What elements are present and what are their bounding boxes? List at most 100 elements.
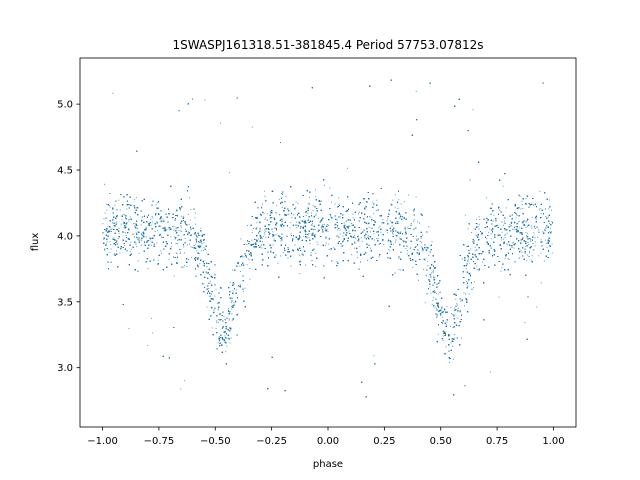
data-point	[259, 222, 261, 224]
data-point	[306, 237, 308, 239]
data-point	[337, 229, 339, 231]
data-point	[501, 267, 503, 269]
data-point	[268, 234, 270, 236]
data-point	[381, 222, 383, 224]
data-point	[269, 217, 271, 219]
data-point	[291, 216, 293, 218]
data-point	[364, 208, 366, 210]
data-point	[413, 219, 415, 221]
data-point	[147, 344, 149, 346]
data-point	[441, 316, 443, 318]
data-point	[106, 209, 108, 211]
data-point	[341, 243, 343, 245]
data-point	[246, 264, 248, 266]
data-point	[537, 236, 539, 238]
data-point	[115, 221, 117, 223]
data-point	[190, 246, 192, 248]
data-point	[525, 246, 527, 247]
data-point	[370, 217, 372, 219]
data-point	[196, 250, 198, 252]
data-point	[551, 221, 553, 223]
data-point	[368, 244, 370, 246]
data-point	[450, 358, 451, 359]
data-point	[257, 240, 258, 242]
data-point	[465, 268, 467, 270]
data-point	[449, 334, 451, 336]
data-point	[280, 193, 282, 194]
data-point	[453, 337, 455, 339]
data-point	[275, 234, 277, 236]
data-point	[228, 319, 230, 321]
data-point	[128, 328, 130, 330]
data-point	[515, 225, 517, 227]
data-point	[236, 289, 238, 291]
data-point	[513, 222, 515, 224]
data-point	[453, 333, 455, 335]
data-point	[373, 233, 375, 235]
data-point	[518, 258, 520, 260]
data-point	[521, 234, 523, 236]
data-point	[471, 232, 473, 233]
data-point	[468, 278, 470, 280]
data-point	[464, 214, 466, 216]
data-point	[348, 230, 350, 232]
data-point	[525, 221, 527, 223]
data-point	[551, 209, 552, 211]
data-point	[307, 212, 309, 214]
data-point	[500, 270, 502, 272]
data-point	[460, 337, 462, 339]
data-point	[328, 224, 329, 226]
data-point	[373, 213, 375, 215]
data-point	[161, 252, 162, 254]
data-point	[219, 313, 221, 314]
data-point	[346, 220, 348, 222]
data-point	[263, 231, 265, 233]
data-point	[329, 187, 331, 189]
data-point	[256, 222, 258, 224]
data-point	[464, 305, 465, 307]
data-point	[224, 319, 226, 321]
data-point	[269, 211, 271, 213]
data-point	[187, 213, 189, 215]
data-point	[200, 227, 202, 229]
data-point	[505, 234, 506, 236]
data-point	[424, 259, 426, 261]
data-point	[437, 333, 439, 335]
data-point	[405, 229, 407, 231]
data-point	[230, 337, 232, 339]
data-point	[396, 220, 398, 222]
data-point	[421, 246, 422, 248]
data-point	[272, 231, 274, 233]
data-point	[259, 245, 261, 247]
data-point	[125, 232, 127, 234]
data-point	[328, 249, 330, 251]
data-point	[180, 388, 182, 390]
data-point	[416, 235, 417, 237]
data-point	[228, 172, 230, 174]
data-point	[209, 274, 210, 276]
data-point	[339, 233, 341, 235]
data-point	[312, 233, 314, 235]
data-point	[522, 207, 524, 209]
data-point	[372, 201, 374, 203]
data-point	[183, 217, 185, 219]
data-point	[375, 209, 377, 211]
data-point	[237, 313, 239, 315]
data-point	[364, 236, 366, 238]
data-point	[299, 222, 301, 224]
data-point	[289, 227, 291, 229]
data-point	[527, 238, 528, 240]
data-point	[517, 221, 519, 223]
data-point	[392, 243, 394, 245]
data-point	[489, 228, 491, 230]
data-point	[380, 231, 382, 233]
data-point	[502, 185, 504, 187]
data-point	[251, 231, 253, 233]
data-point	[548, 245, 550, 247]
data-point	[177, 230, 179, 232]
data-point	[200, 241, 202, 243]
data-point	[173, 225, 175, 227]
data-point	[299, 217, 301, 219]
data-point	[497, 224, 499, 226]
data-point	[516, 215, 518, 217]
